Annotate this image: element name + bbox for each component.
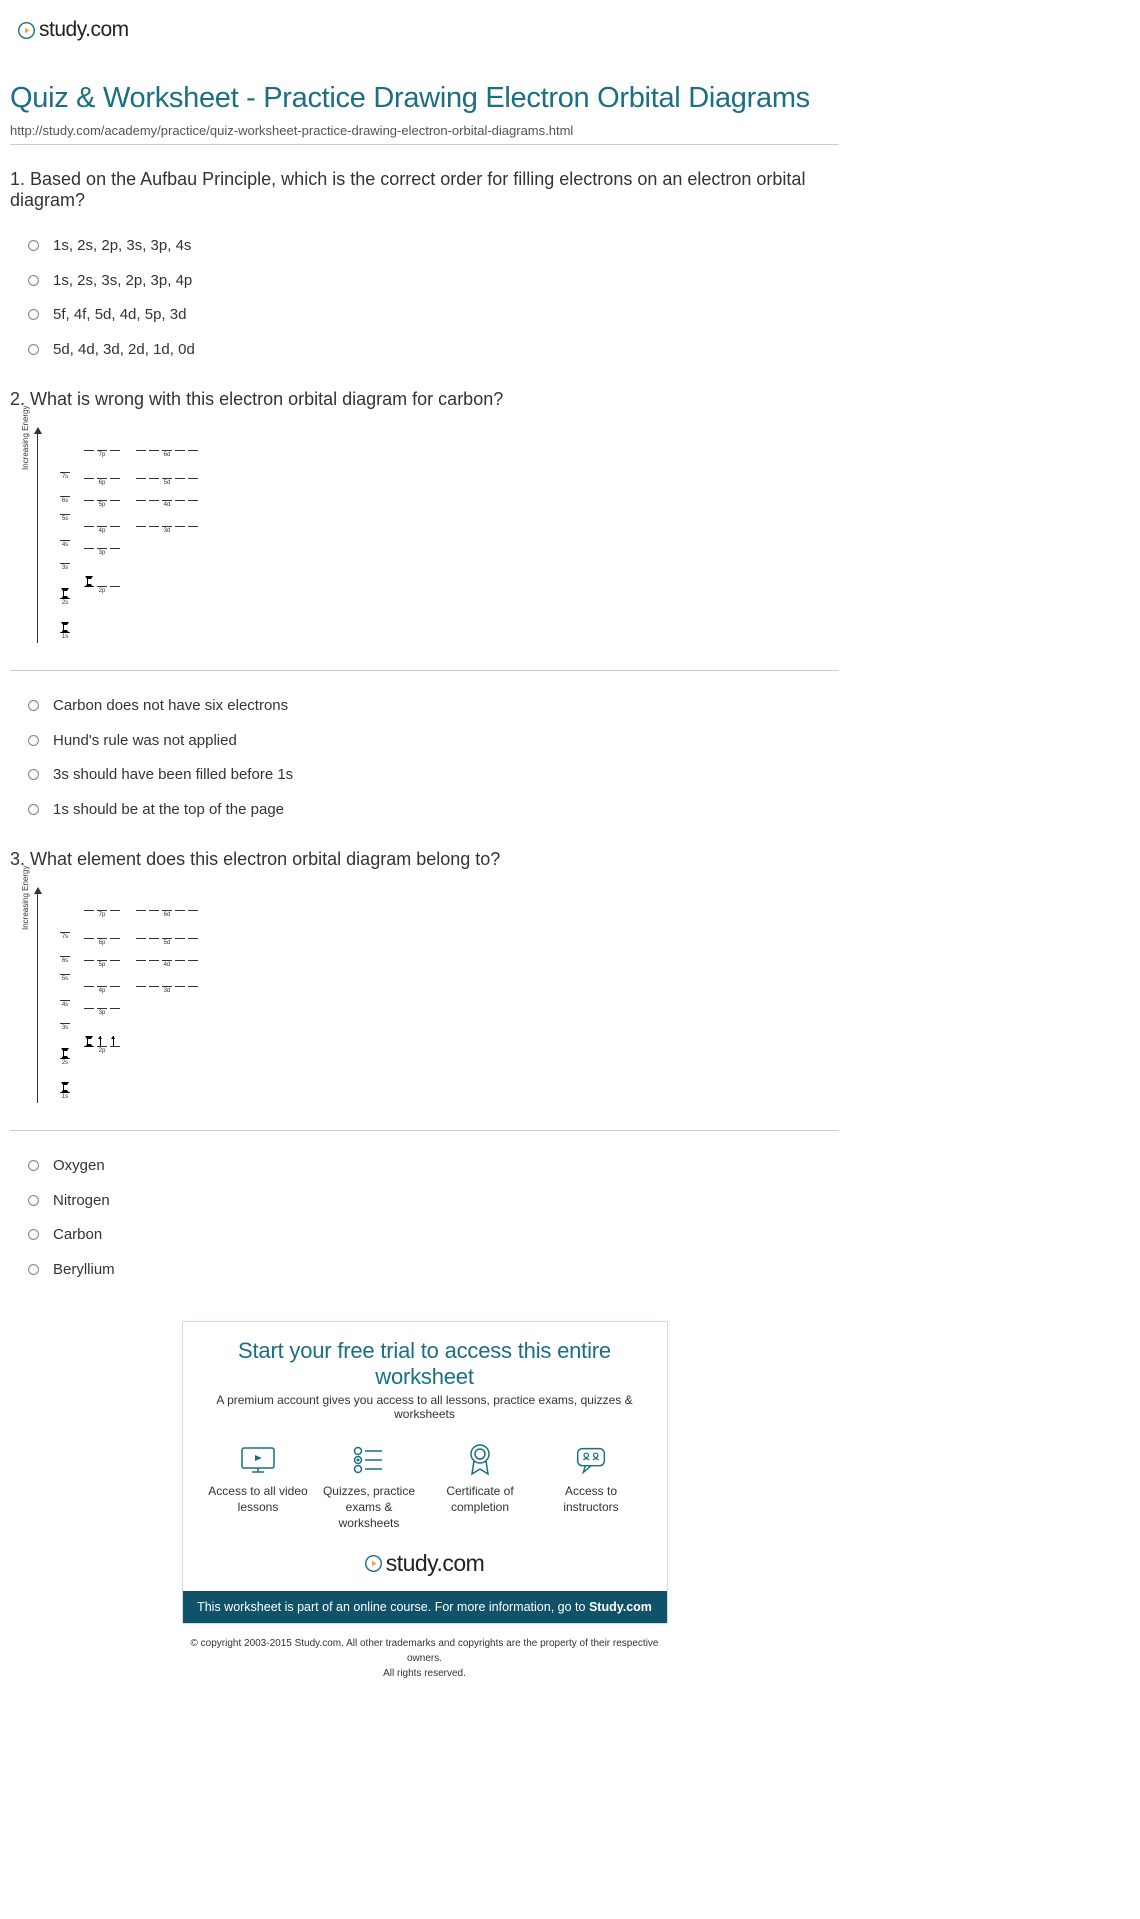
radio-icon[interactable] (28, 240, 39, 251)
radio-icon[interactable] (28, 309, 39, 320)
orbital-diagram: Increasing Energy 7p 6d 7s 6p 5d 6s 5p 4… (24, 888, 224, 1106)
answer-option[interactable]: 5f, 4f, 5d, 4d, 5p, 3d (28, 304, 839, 327)
option-text: 1s should be at the top of the page (53, 799, 284, 822)
divider (10, 670, 839, 671)
feature-item: Quizzes, practice exams & worksheets (314, 1443, 424, 1532)
logo-text: study.com (39, 18, 129, 42)
site-logo: study.com (18, 18, 1130, 42)
feature-label: Certificate of completion (425, 1483, 535, 1515)
feature-icon (239, 1443, 277, 1477)
feature-label: Access to all video lessons (203, 1483, 313, 1515)
radio-icon[interactable] (28, 735, 39, 746)
answer-option[interactable]: Carbon (28, 1224, 839, 1247)
question-text: 2. What is wrong with this electron orbi… (10, 389, 839, 410)
radio-icon[interactable] (28, 1195, 39, 1206)
question-text: 3. What element does this electron orbit… (10, 849, 839, 870)
answer-option[interactable]: Carbon does not have six electrons (28, 695, 839, 718)
feature-icon (461, 1443, 499, 1477)
feature-icon (350, 1443, 388, 1477)
page-url: http://study.com/academy/practice/quiz-w… (10, 123, 839, 138)
option-text: Carbon does not have six electrons (53, 695, 288, 718)
feature-item: Certificate of completion (425, 1443, 535, 1532)
play-circle-icon (18, 22, 35, 39)
radio-icon[interactable] (28, 804, 39, 815)
option-text: Nitrogen (53, 1190, 110, 1213)
promo-heading: Start your free trial to access this ent… (203, 1338, 647, 1390)
option-text: Beryllium (53, 1259, 115, 1282)
option-text: Oxygen (53, 1155, 105, 1178)
option-text: 1s, 2s, 3s, 2p, 3p, 4p (53, 270, 192, 293)
feature-icon (572, 1443, 610, 1477)
option-text: Carbon (53, 1224, 102, 1247)
radio-icon[interactable] (28, 769, 39, 780)
answer-option[interactable]: Hund's rule was not applied (28, 730, 839, 753)
answer-option[interactable]: Beryllium (28, 1259, 839, 1282)
divider (10, 144, 839, 145)
promo-footer: This worksheet is part of an online cour… (183, 1591, 667, 1623)
radio-icon[interactable] (28, 1264, 39, 1275)
option-text: 5f, 4f, 5d, 4d, 5p, 3d (53, 304, 186, 327)
play-circle-icon (365, 1555, 382, 1572)
radio-icon[interactable] (28, 275, 39, 286)
radio-icon[interactable] (28, 1160, 39, 1171)
answer-option[interactable]: 1s should be at the top of the page (28, 799, 839, 822)
divider (10, 1130, 839, 1131)
answer-option[interactable]: 1s, 2s, 2p, 3s, 3p, 4s (28, 235, 839, 258)
answer-option[interactable]: 5d, 4d, 3d, 2d, 1d, 0d (28, 339, 839, 362)
copyright: © copyright 2003-2015 Study.com. All oth… (175, 1636, 675, 1681)
promo-logo-text: study.com (386, 1550, 485, 1577)
feature-label: Quizzes, practice exams & worksheets (314, 1483, 424, 1532)
question: 2. What is wrong with this electron orbi… (10, 389, 839, 821)
feature-label: Access to instructors (536, 1483, 646, 1515)
promo-sub: A premium account gives you access to al… (203, 1393, 647, 1421)
option-text: Hund's rule was not applied (53, 730, 237, 753)
promo-logo: study.com (203, 1550, 647, 1577)
question-text: 1. Based on the Aufbau Principle, which … (10, 169, 839, 211)
option-text: 5d, 4d, 3d, 2d, 1d, 0d (53, 339, 195, 362)
answer-option[interactable]: Oxygen (28, 1155, 839, 1178)
promo-card: Start your free trial to access this ent… (182, 1321, 668, 1624)
answer-option[interactable]: 1s, 2s, 3s, 2p, 3p, 4p (28, 270, 839, 293)
feature-item: Access to instructors (536, 1443, 646, 1532)
orbital-diagram: Increasing Energy 7p 6d 7s 6p 5d 6s 5p 4… (24, 428, 224, 646)
option-text: 3s should have been filled before 1s (53, 764, 293, 787)
radio-icon[interactable] (28, 700, 39, 711)
answer-option[interactable]: 3s should have been filled before 1s (28, 764, 839, 787)
question: 1. Based on the Aufbau Principle, which … (10, 169, 839, 361)
radio-icon[interactable] (28, 1229, 39, 1240)
question: 3. What element does this electron orbit… (10, 849, 839, 1281)
radio-icon[interactable] (28, 344, 39, 355)
option-text: 1s, 2s, 2p, 3s, 3p, 4s (53, 235, 191, 258)
page-title: Quiz & Worksheet - Practice Drawing Elec… (10, 80, 839, 117)
answer-option[interactable]: Nitrogen (28, 1190, 839, 1213)
feature-item: Access to all video lessons (203, 1443, 313, 1532)
